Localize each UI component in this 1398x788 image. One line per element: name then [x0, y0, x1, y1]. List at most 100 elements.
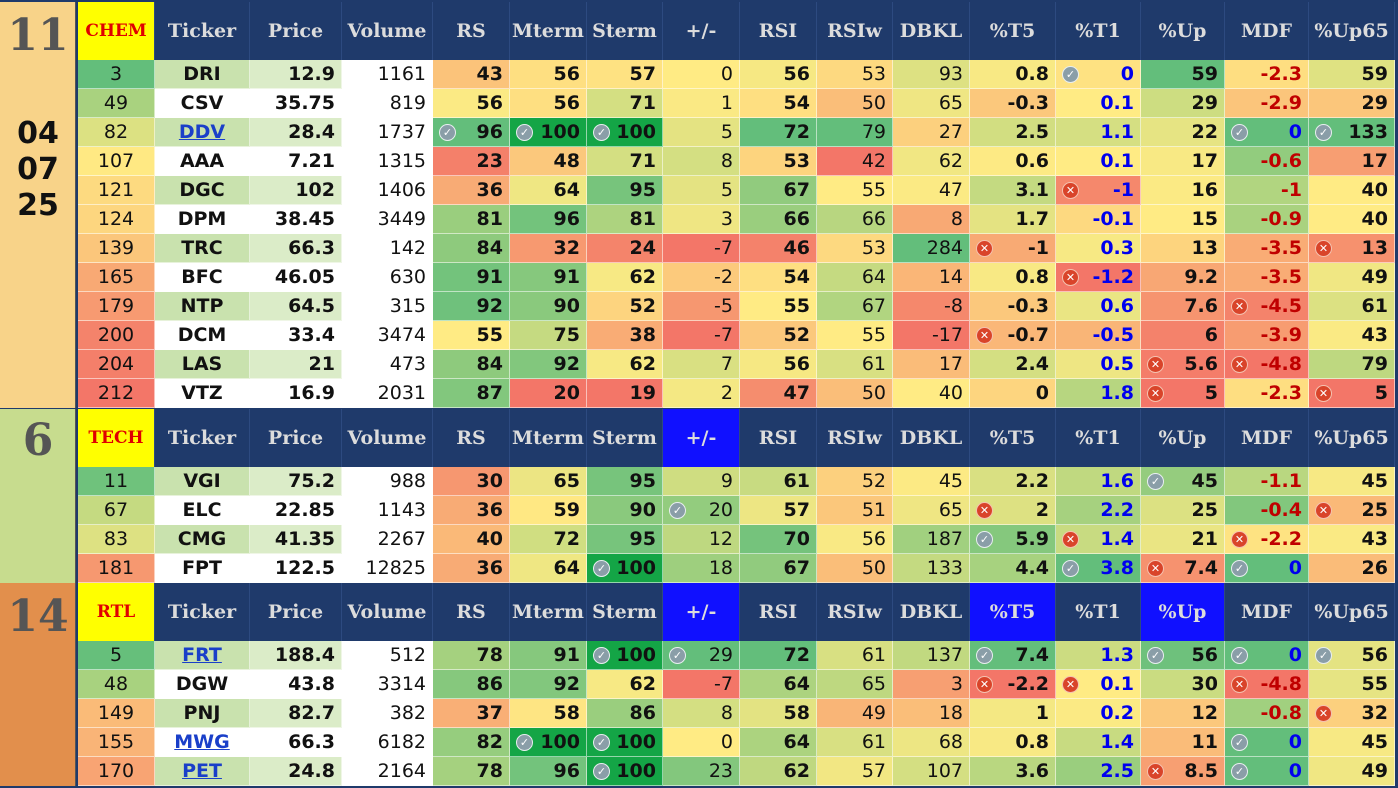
table-row[interactable]: 11 VGI 75.2 988 30 65 95 9 61 52 45 2.2 1.6 45 ✓ -1.1 45 — [0, 467, 1398, 496]
column-header-ticker[interactable]: Ticker — [155, 2, 250, 60]
column-header-price[interactable]: Price — [250, 583, 342, 641]
column-header-rsi[interactable]: RSI — [740, 2, 817, 60]
cell-value: 142 — [389, 237, 426, 259]
cell-t5: 2.2 — [970, 467, 1056, 496]
column-header-up65[interactable]: %Up65 — [1309, 2, 1395, 60]
column-header-t5[interactable]: %T5 — [970, 2, 1056, 60]
table-row[interactable]: 165 BFC 46.05 630 91 91 62 -2 54 64 14 0.8 -1.2 ✕ 9.2 -… — [0, 263, 1398, 292]
table-row[interactable]: 3 DRI 12.9 1161 43 56 57 0 56 53 93 0.8 0 ✓ 59 -2.3 59 — [0, 60, 1398, 89]
table-row[interactable]: 121 DGC 102 1406 36 64 95 5 67 55 47 3.1 -1 ✕ 16 -1 40 — [0, 176, 1398, 205]
cell-value: 12 — [1191, 702, 1218, 724]
cell-t1: 0.2 — [1056, 699, 1141, 728]
ticker-link[interactable]: MWG — [155, 728, 250, 757]
table-row[interactable]: 139 TRC 66.3 142 84 32 24 -7 46 53 284 -1 ✕ 0.3 13 -3.5… — [0, 234, 1398, 263]
table-row[interactable]: 179 NTP 64.5 315 92 90 52 -5 55 67 -8 -0.3 0.6 7.6 -4.… — [0, 292, 1398, 321]
column-header-mdf[interactable]: MDF — [1225, 409, 1309, 467]
cell-value: DPM — [177, 208, 227, 230]
cell-value: 54 — [783, 92, 810, 114]
sector-sidebar: 6 — [0, 409, 76, 583]
column-header-pm[interactable]: +/- — [663, 409, 740, 467]
column-header-sterm[interactable]: Sterm — [587, 409, 663, 467]
table-row[interactable]: 155 MWG 66.3 6182 82 100 ✓ 100 ✓ 0 64 61 68 0.8 1.4 11 0… — [0, 728, 1398, 757]
column-header-up65[interactable]: %Up65 — [1309, 583, 1395, 641]
cell-value: 5 — [720, 179, 733, 201]
table-row[interactable]: 49 CSV 35.75 819 56 56 71 1 54 50 65 -0.3 0.1 29 -2.9 2… — [0, 89, 1398, 118]
column-header-rs[interactable]: RS — [433, 2, 510, 60]
cell-mdf: -4.8 ✕ — [1225, 670, 1309, 699]
column-header-dbkl[interactable]: DBKL — [893, 409, 970, 467]
column-header-mdf[interactable]: MDF — [1225, 583, 1309, 641]
cell-price: 33.4 — [250, 321, 342, 350]
cell-t1: 0.1 ✕ — [1056, 670, 1141, 699]
column-header-t5[interactable]: %T5 — [970, 583, 1056, 641]
check-circle-icon: ✓ — [1315, 647, 1332, 664]
cross-circle-icon: ✕ — [1315, 385, 1332, 402]
cell-value: 121 — [97, 179, 135, 201]
column-header-t5[interactable]: %T5 — [970, 409, 1056, 467]
cell-mterm: 100 ✓ — [510, 728, 587, 757]
sector-label[interactable]: CHEM — [78, 2, 155, 60]
table-row[interactable]: 107 AAA 7.21 1315 23 48 71 8 53 42 62 0.6 0.1 17 -0.6 1… — [0, 147, 1398, 176]
column-header-rs[interactable]: RS — [433, 409, 510, 467]
cell-value: 49 — [1361, 760, 1388, 782]
column-header-sterm[interactable]: Sterm — [587, 2, 663, 60]
table-row[interactable]: 124 DPM 38.45 3449 81 96 81 3 66 66 8 1.7 -0.1 15 -0.9… — [0, 205, 1398, 234]
column-header-volume[interactable]: Volume — [342, 583, 433, 641]
column-header-dbkl[interactable]: DBKL — [893, 2, 970, 60]
cell-sterm: 100 ✓ — [587, 118, 663, 147]
cell-rsi: 56 — [740, 350, 817, 379]
cross-circle-icon: ✕ — [1147, 560, 1164, 577]
column-header-volume[interactable]: Volume — [342, 2, 433, 60]
sector-label[interactable]: RTL — [78, 583, 155, 641]
cell-value: CSV — [180, 92, 224, 114]
column-header-mterm[interactable]: Mterm — [510, 583, 587, 641]
cell-value: 7.4 — [1184, 557, 1218, 579]
column-header-rsiw[interactable]: RSIw — [817, 2, 893, 60]
table-row[interactable]: 170 PET 24.8 2164 78 96 100 ✓ 23 62 57 107 3.6 2.5 8.5… — [0, 757, 1398, 786]
column-header-t1[interactable]: %T1 — [1056, 409, 1141, 467]
column-header-dbkl[interactable]: DBKL — [893, 583, 970, 641]
column-header-up[interactable]: %Up — [1141, 2, 1225, 60]
column-header-t1[interactable]: %T1 — [1056, 583, 1141, 641]
column-header-volume[interactable]: Volume — [342, 409, 433, 467]
table-row[interactable]: 181 FPT 122.5 12825 36 64 100 ✓ 18 67 50 133 4.4 3.8 ✓… — [0, 554, 1398, 583]
column-header-rsiw[interactable]: RSIw — [817, 409, 893, 467]
cell-rank: 121 — [78, 176, 155, 205]
ticker-link[interactable]: DDV — [155, 118, 250, 147]
column-header-pm[interactable]: +/- — [663, 583, 740, 641]
ticker-link[interactable]: PET — [155, 757, 250, 786]
sector-label[interactable]: TECH — [78, 409, 155, 467]
table-row[interactable]: 82 DDV 28.4 1737 96 ✓ 100 ✓ 100 ✓ 5 72 79 27 2.5 1.1 22 0… — [0, 118, 1398, 147]
table-row[interactable]: 212 VTZ 16.9 2031 87 20 19 2 47 50 40 0 1.8 5 ✕ -2.3 5 ✕ — [0, 379, 1398, 408]
cell-value: 36 — [476, 557, 503, 579]
column-header-price[interactable]: Price — [250, 409, 342, 467]
cell-sterm: 71 — [587, 147, 663, 176]
check-circle-icon: ✓ — [593, 763, 610, 780]
cell-value: 65 — [553, 470, 580, 492]
ticker-link[interactable]: FRT — [155, 641, 250, 670]
table-row[interactable]: 67 ELC 22.85 1143 36 59 90 20 ✓ 57 51 65 2 ✕ 2.2 25 -0.4… — [0, 496, 1398, 525]
table-row[interactable]: 83 CMG 41.35 2267 40 72 95 12 70 56 187 5.9 ✓ 1.4 ✕ 21-… — [0, 525, 1398, 554]
column-header-t1[interactable]: %T1 — [1056, 2, 1141, 60]
table-row[interactable]: 149 PNJ 82.7 382 37 58 86 8 58 49 18 1 0.2 12 -0.8 32 ✕ — [0, 699, 1398, 728]
column-header-mterm[interactable]: Mterm — [510, 2, 587, 60]
table-row[interactable]: 48 DGW 43.8 3314 86 92 62 -7 64 65 3 -2.2 ✕ 0.1 ✕ 30 -4.… — [0, 670, 1398, 699]
column-header-up65[interactable]: %Up65 — [1309, 409, 1395, 467]
column-header-up[interactable]: %Up — [1141, 583, 1225, 641]
table-row[interactable]: 5 FRT 188.4 512 78 91 100 ✓ 29 ✓ 72 61 137 7.4 ✓ 1.3 56 ✓… — [0, 641, 1398, 670]
column-header-mterm[interactable]: Mterm — [510, 409, 587, 467]
column-header-mdf[interactable]: MDF — [1225, 2, 1309, 60]
table-row[interactable]: 204 LAS 21 473 84 92 62 7 56 61 17 2.4 0.5 5.6 ✕ -4.8 ✕ 7… — [0, 350, 1398, 379]
column-header-rsi[interactable]: RSI — [740, 409, 817, 467]
column-header-ticker[interactable]: Ticker — [155, 583, 250, 641]
column-header-sterm[interactable]: Sterm — [587, 583, 663, 641]
column-header-ticker[interactable]: Ticker — [155, 409, 250, 467]
column-header-up[interactable]: %Up — [1141, 409, 1225, 467]
column-header-price[interactable]: Price — [250, 2, 342, 60]
column-header-rsi[interactable]: RSI — [740, 583, 817, 641]
column-header-rs[interactable]: RS — [433, 583, 510, 641]
cell-value: 1.7 — [1015, 208, 1049, 230]
table-row[interactable]: 200 DCM 33.4 3474 55 75 38 -7 52 55 -17 -0.7 ✕ -0.5 6 -… — [0, 321, 1398, 350]
column-header-rsiw[interactable]: RSIw — [817, 583, 893, 641]
column-header-pm[interactable]: +/- — [663, 2, 740, 60]
